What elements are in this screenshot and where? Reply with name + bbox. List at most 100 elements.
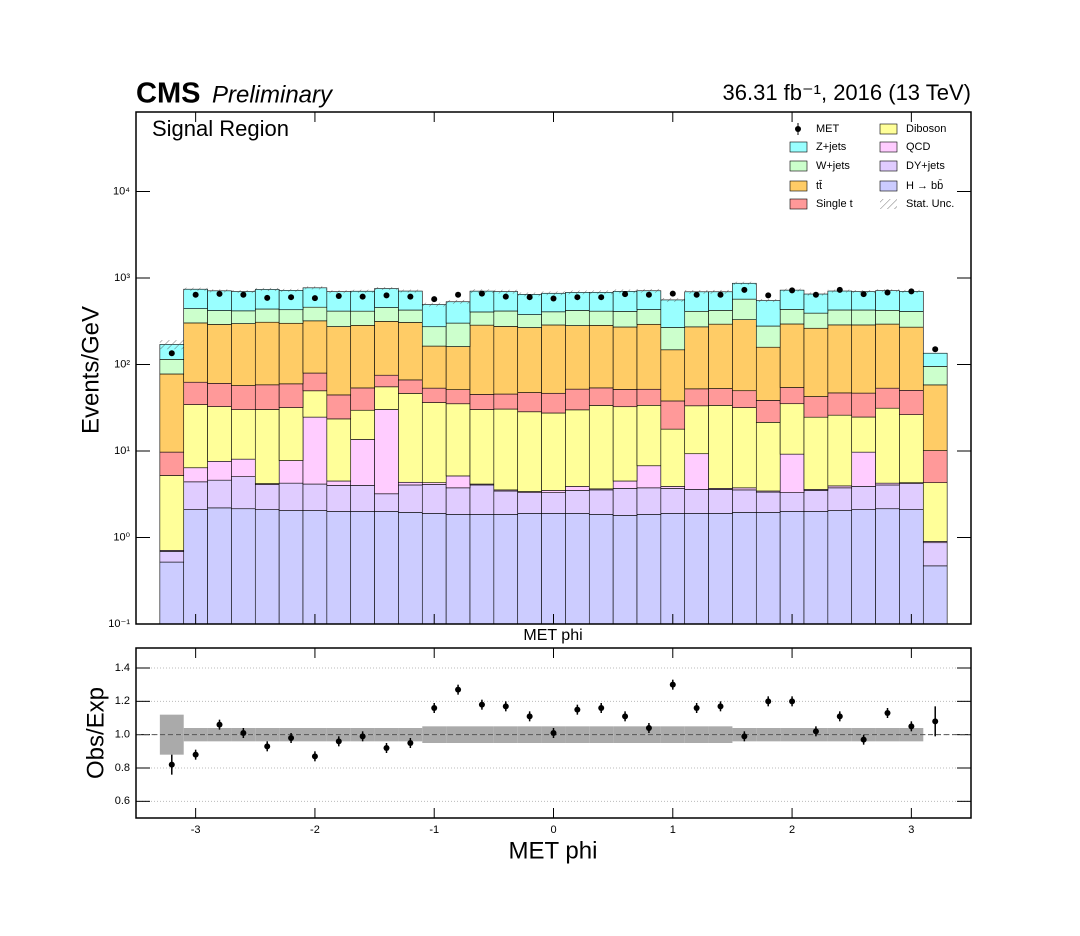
ratio-point xyxy=(932,718,939,725)
x-tick-label: 0 xyxy=(550,824,556,836)
stack-segment xyxy=(278,322,304,385)
stack-segment xyxy=(231,385,256,410)
stack-segment xyxy=(231,508,256,625)
region-label: Signal Region xyxy=(152,116,289,141)
ratio-point xyxy=(812,728,819,735)
x-axis-label: MET phi xyxy=(523,627,582,644)
stack-segment xyxy=(732,390,757,408)
stack-segment xyxy=(684,513,709,625)
ratio-point xyxy=(383,745,390,751)
data-point xyxy=(789,287,796,294)
stack-segment xyxy=(851,451,876,487)
stack-segment xyxy=(302,510,328,625)
x-tick-label: 3 xyxy=(908,824,914,836)
stack-segment xyxy=(636,514,662,625)
stack-segment xyxy=(493,408,519,491)
data-point xyxy=(359,293,366,300)
stat-unc-hatch xyxy=(756,299,781,303)
y-tick-label: 10⁰ xyxy=(113,531,130,543)
stack-segment xyxy=(779,323,805,388)
stack-segment xyxy=(231,409,256,460)
stack-segment xyxy=(708,323,733,389)
data-point xyxy=(216,290,223,297)
ratio-point xyxy=(765,698,772,705)
stack-segment xyxy=(207,507,232,625)
stack-segment xyxy=(875,387,900,409)
stack-segment xyxy=(326,418,352,482)
data-point xyxy=(478,290,485,297)
stack-segment xyxy=(565,513,590,625)
stack-segment xyxy=(565,486,590,491)
stack-segment xyxy=(254,321,280,386)
stack-segment xyxy=(254,484,280,510)
stack-segment xyxy=(374,321,399,376)
stack-segment xyxy=(851,392,876,418)
stack-segment xyxy=(684,405,709,455)
stack-segment xyxy=(326,394,352,420)
stack-segment xyxy=(517,392,542,413)
stack-segment xyxy=(565,409,590,487)
stack-segment xyxy=(732,319,757,392)
stack-segment xyxy=(302,483,328,511)
stack-segment xyxy=(541,324,566,394)
stack-segment xyxy=(612,326,638,390)
stack-segment xyxy=(469,324,495,395)
ratio-point xyxy=(359,733,366,740)
legend-swatch xyxy=(879,160,898,172)
y-tick-label: 1.0 xyxy=(115,729,130,741)
legend-swatch xyxy=(789,160,808,172)
stack-segment xyxy=(302,320,328,374)
ratio-point xyxy=(478,701,485,708)
ratio-point xyxy=(669,681,676,688)
stack-segment xyxy=(207,383,232,407)
stack-segment xyxy=(875,309,900,325)
stack-segment xyxy=(445,322,471,347)
stack-segment xyxy=(851,486,876,510)
stack-segment xyxy=(421,402,447,484)
stack-segment xyxy=(421,387,447,403)
data-point xyxy=(574,294,581,301)
ratio-point xyxy=(264,743,271,750)
stack-segment xyxy=(517,327,542,393)
stack-segment xyxy=(398,393,423,483)
ratio-band xyxy=(899,728,924,742)
stack-segment xyxy=(350,387,375,411)
stack-segment xyxy=(636,405,662,467)
stack-segment xyxy=(278,383,304,408)
stack-segment xyxy=(922,565,948,625)
stack-segment xyxy=(493,393,519,410)
stack-segment xyxy=(445,487,471,515)
stack-segment xyxy=(732,298,757,320)
data-point xyxy=(645,291,652,298)
stack-segment xyxy=(159,451,185,476)
x-tick-label: 2 xyxy=(789,824,795,836)
x-tick-label: -2 xyxy=(310,824,320,836)
y-tick-label: 10¹ xyxy=(114,445,130,457)
stack-segment xyxy=(565,310,590,326)
stack-segment xyxy=(183,404,208,469)
ratio-point xyxy=(574,706,581,713)
stack-segment xyxy=(278,407,304,461)
stack-segment xyxy=(326,480,352,486)
stack-segment xyxy=(803,312,829,329)
ratio-y-label: Obs/Exp xyxy=(82,687,109,779)
ratio-point xyxy=(311,753,318,760)
legend-label: Z+jets xyxy=(816,141,847,153)
stack-segment xyxy=(708,489,733,514)
ratio-point xyxy=(884,710,891,716)
stack-segment xyxy=(899,414,924,484)
stat-unc-hatch xyxy=(732,281,757,285)
stack-segment xyxy=(827,414,853,487)
stack-segment xyxy=(588,405,614,490)
y-axis-label: Events/GeV xyxy=(77,306,104,434)
stack-segment xyxy=(588,310,614,326)
stack-segment xyxy=(445,514,471,625)
stack-segment xyxy=(231,310,256,324)
stack-segment xyxy=(922,352,948,367)
stack-segment xyxy=(302,306,328,322)
stack-segment xyxy=(469,514,495,625)
y-tick-label: 10³ xyxy=(114,272,130,284)
y-tick-label: 10⁻¹ xyxy=(108,618,130,630)
data-point xyxy=(836,286,843,293)
stat-unc-hatch xyxy=(422,302,447,307)
